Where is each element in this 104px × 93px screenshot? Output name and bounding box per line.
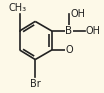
Text: OH: OH: [71, 9, 86, 19]
Text: OH: OH: [85, 26, 100, 36]
Text: CH₃: CH₃: [9, 3, 27, 13]
Text: Br: Br: [30, 79, 41, 89]
Text: O: O: [65, 45, 73, 55]
Text: B: B: [66, 26, 73, 36]
